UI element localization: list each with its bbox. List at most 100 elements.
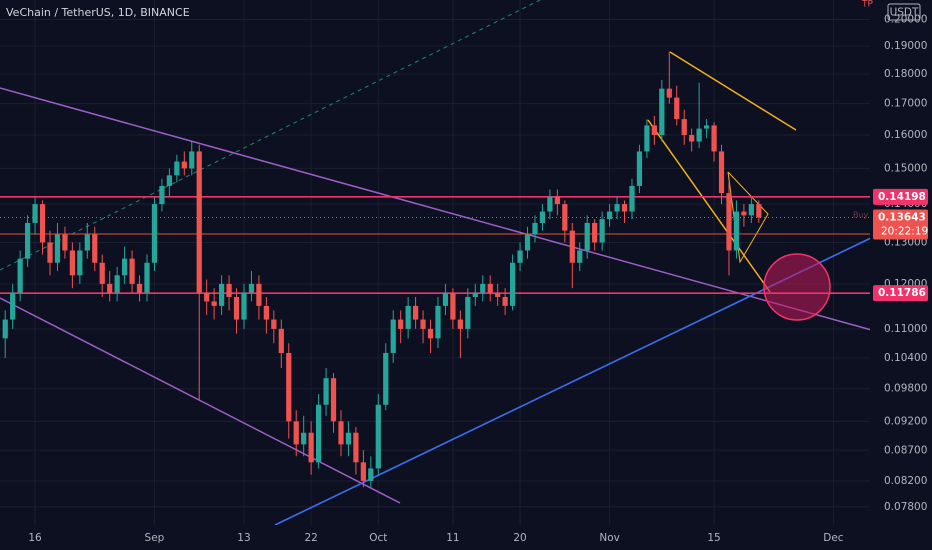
y-tick-label: 0.16000 (884, 129, 927, 141)
candle-body (562, 204, 568, 231)
level-label: 0.11786 (878, 287, 926, 299)
candle-body (629, 185, 635, 212)
candle-body (748, 204, 754, 216)
candle-body (345, 432, 352, 445)
candle-body (689, 135, 695, 142)
candle-body (621, 204, 628, 212)
y-tick-label: 0.09200 (884, 415, 927, 427)
candle-body (54, 234, 61, 263)
currency-label: USDT (890, 7, 919, 19)
candle-body (62, 234, 68, 251)
candle-body (390, 319, 396, 353)
candle-body (77, 250, 83, 276)
candle-body (92, 234, 98, 263)
candle-body (614, 204, 620, 212)
x-tick-label: Oct (369, 532, 387, 544)
currency-badge (887, 3, 921, 21)
y-tick-label: 0.15000 (884, 162, 927, 174)
candle-body (263, 305, 269, 320)
candle-body (435, 305, 441, 339)
candle-body (121, 258, 128, 276)
last-price-badge (873, 209, 928, 240)
candle-body (472, 292, 478, 297)
y-tick-label: 0.08200 (884, 475, 927, 487)
x-tick-label: Nov (599, 532, 620, 544)
candle-body (99, 262, 105, 284)
candle-body (741, 211, 747, 216)
trend-line (0, 87, 876, 332)
candle-body (24, 222, 31, 259)
candle-body (2, 319, 8, 339)
price-axis (870, 0, 932, 550)
candle-body (644, 125, 650, 152)
candle-body (10, 292, 16, 320)
x-tick-label: Dec (823, 532, 844, 544)
candle-body (524, 234, 531, 251)
candle-body (368, 468, 374, 481)
candle-body (375, 404, 381, 469)
candle-body (330, 378, 337, 422)
candle-body (569, 230, 575, 263)
candle-body (17, 258, 23, 293)
candle-body (733, 211, 740, 251)
candle-body (159, 185, 165, 205)
wedge-line (669, 51, 797, 131)
candle-body (696, 128, 702, 142)
level-label: 0.14198 (878, 191, 926, 203)
candle-body (509, 262, 516, 306)
candle-body (383, 352, 389, 405)
x-tick-label: 16 (28, 532, 42, 544)
candle-body (189, 151, 195, 169)
candle-body (278, 328, 284, 353)
y-tick-label: 0.09800 (884, 383, 927, 395)
candle-body (756, 204, 762, 218)
candle-body (495, 292, 501, 297)
candle-body (47, 242, 53, 263)
candle-body (204, 292, 210, 302)
candle-body (323, 378, 329, 405)
x-tick-label: Sep (145, 532, 165, 544)
x-tick-label: 11 (446, 532, 459, 544)
candle-body (69, 250, 75, 276)
x-tick-label: 13 (237, 532, 250, 544)
level-badge (873, 285, 928, 302)
candle-body (308, 432, 314, 463)
candle-body (181, 161, 187, 169)
candle-body (226, 283, 232, 297)
candle-body (539, 211, 546, 223)
candle-body (196, 151, 202, 293)
candle-body (666, 88, 672, 98)
candle-body (412, 305, 419, 320)
x-tick-label: 15 (707, 532, 720, 544)
candle-body (293, 421, 299, 445)
wedge-line (647, 119, 771, 293)
candle-body (271, 319, 277, 329)
trend-line (0, 297, 401, 504)
target-zone (763, 253, 831, 321)
candle-body (577, 250, 583, 263)
candle-body (315, 404, 322, 463)
y-tick-label: 0.08700 (884, 444, 927, 456)
candle-body (606, 211, 613, 220)
x-tick-label: 20 (513, 532, 526, 544)
countdown: 20:22:19 (881, 225, 928, 237)
candles (2, 51, 762, 488)
candle-body (136, 283, 143, 293)
candle-body (427, 328, 434, 339)
chart-title: VeChain / TetherUS, 1D, BINANCE (6, 6, 190, 19)
candle-body (174, 161, 180, 176)
candle-body (502, 296, 508, 306)
candle-body (353, 432, 359, 463)
last-price-label: 0.13643 (878, 211, 926, 223)
candle-body (584, 222, 590, 251)
candle-body (405, 305, 411, 329)
candle-body (517, 250, 523, 263)
candle-body (450, 292, 456, 320)
candle-body (32, 204, 38, 223)
candle-body (726, 193, 732, 251)
candle-body (233, 296, 240, 320)
candle-body (554, 196, 560, 205)
candle-body (107, 283, 113, 293)
candle-body (674, 97, 680, 120)
